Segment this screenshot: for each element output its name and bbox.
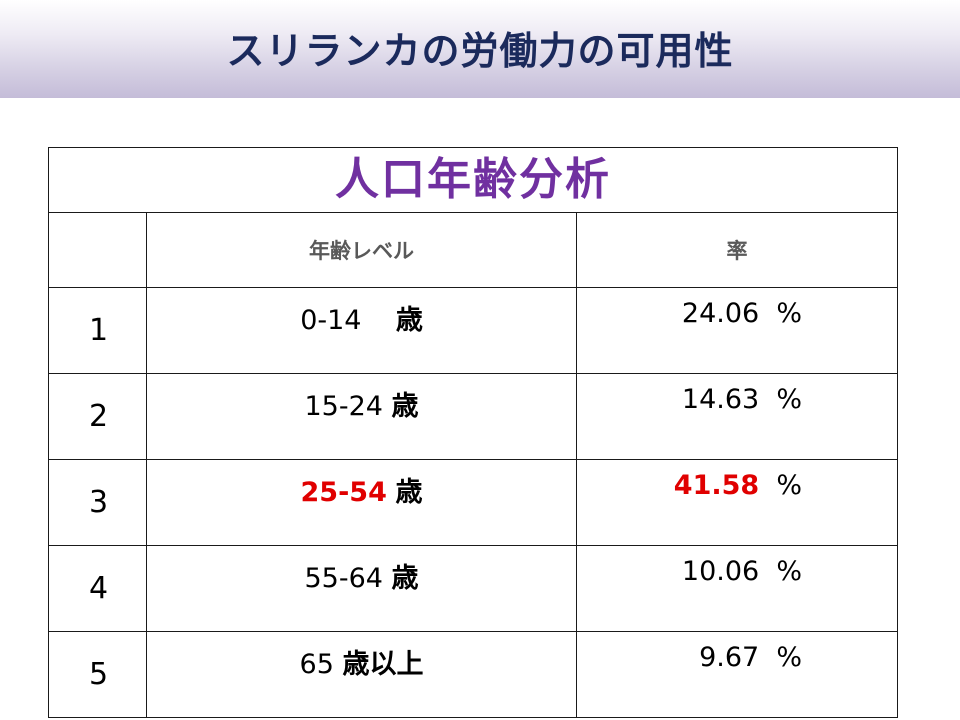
title-band (0, 0, 960, 98)
rate-value: 14.63 (681, 384, 760, 415)
age-range-cell: 25-54 歳 (146, 459, 577, 546)
header-age-level-cell: 年齢レベル (146, 212, 577, 288)
age-unit: 歳 (395, 477, 423, 508)
rate-value: 24.06 (681, 298, 760, 329)
table-row: 2 15-24 歳 14.63 % (48, 373, 899, 460)
rate-cell: 14.63 % (575, 373, 899, 460)
age-range-value: 0-14 (300, 305, 388, 336)
rate-cell: 10.06 % (575, 545, 899, 632)
row-index: 5 (48, 631, 147, 718)
rate-cell: 24.06 % (575, 287, 899, 374)
row-index: 3 (48, 459, 147, 546)
age-range-cell: 15-24 歳 (146, 373, 577, 460)
rate-value: 41.58 (673, 470, 760, 501)
rate-cell: 9.67 % (575, 631, 899, 718)
header-index (48, 212, 147, 288)
table-caption: 人口年齢分析 (47, 147, 899, 213)
age-range-value: 65 (299, 649, 334, 680)
age-range-cell: 65 歳以上 (146, 631, 577, 718)
rate-unit: % (776, 298, 803, 329)
table-row: 5 65 歳以上 9.67 % (48, 631, 899, 718)
age-analysis-table: 人口年齢分析 年齢レベル 率 1 0-14 歳 24.06 % 2 15-24 歳 14.… (47, 147, 899, 718)
age-unit: 歳以上 (342, 649, 424, 680)
age-range-value: 25-54 (300, 477, 387, 508)
age-unit: 歳 (391, 563, 419, 594)
row-index: 1 (48, 287, 147, 374)
rate-value: 9.67 (699, 642, 760, 673)
header-rate-cell: 率 (575, 212, 899, 288)
rate-unit: % (776, 556, 803, 587)
rate-unit: % (776, 642, 803, 673)
table-row: 4 55-64 歳 10.06 % (48, 545, 899, 632)
rate-cell: 41.58 % (575, 459, 899, 546)
row-index: 4 (48, 545, 147, 632)
header-rate: 率 (726, 239, 748, 263)
age-unit: 歳 (391, 391, 419, 422)
age-range-value: 15-24 (304, 391, 383, 422)
age-range-value: 55-64 (304, 563, 383, 594)
table-header-row: 年齢レベル 率 (48, 212, 899, 288)
table-row: 1 0-14 歳 24.06 % (48, 287, 899, 374)
slide-title: スリランカの労働力の可用性 (226, 29, 734, 73)
rate-unit: % (776, 470, 803, 501)
table-row: 3 25-54 歳 41.58 % (48, 459, 899, 546)
age-unit: 歳 (395, 305, 423, 336)
rate-value: 10.06 (681, 556, 760, 587)
rate-unit: % (776, 384, 803, 415)
row-index: 2 (48, 373, 147, 460)
age-range-cell: 55-64 歳 (146, 545, 577, 632)
header-age-level: 年齢レベル (309, 239, 414, 263)
age-range-cell: 0-14 歳 (146, 287, 577, 374)
